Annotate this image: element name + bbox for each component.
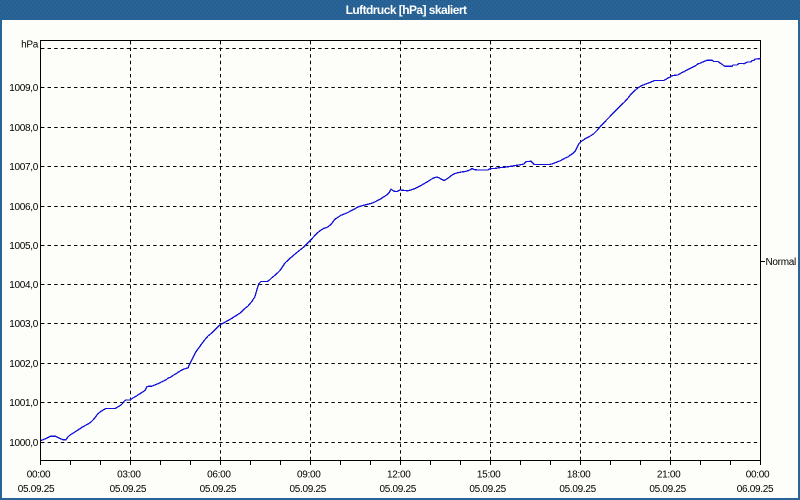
svg-text:Normal: Normal xyxy=(766,257,797,268)
svg-text:1007,0: 1007,0 xyxy=(9,162,39,173)
svg-text:03:00: 03:00 xyxy=(117,470,141,481)
svg-text:1009,0: 1009,0 xyxy=(9,83,39,94)
svg-text:18:00: 18:00 xyxy=(567,470,591,481)
svg-text:12:00: 12:00 xyxy=(387,470,411,481)
svg-text:05.09.25: 05.09.25 xyxy=(380,484,417,495)
svg-text:1000,0: 1000,0 xyxy=(9,438,39,449)
svg-text:05.09.25: 05.09.25 xyxy=(559,484,596,495)
svg-text:05.09.25: 05.09.25 xyxy=(200,484,237,495)
svg-text:21:00: 21:00 xyxy=(657,470,681,481)
svg-text:1002,0: 1002,0 xyxy=(9,359,39,370)
svg-text:15:00: 15:00 xyxy=(477,470,501,481)
svg-text:00:00: 00:00 xyxy=(27,470,51,481)
svg-text:1004,0: 1004,0 xyxy=(9,280,39,291)
svg-text:05.09.25: 05.09.25 xyxy=(18,484,55,495)
svg-text:05.09.25: 05.09.25 xyxy=(290,484,327,495)
svg-text:1008,0: 1008,0 xyxy=(9,123,39,134)
svg-text:1003,0: 1003,0 xyxy=(9,319,39,330)
svg-text:1006,0: 1006,0 xyxy=(9,202,39,213)
svg-text:06.09.25: 06.09.25 xyxy=(737,484,774,495)
svg-text:09:00: 09:00 xyxy=(297,470,321,481)
svg-text:hPa: hPa xyxy=(21,40,39,51)
svg-text:1005,0: 1005,0 xyxy=(9,241,39,252)
svg-text:06:00: 06:00 xyxy=(207,470,231,481)
svg-text:05.09.25: 05.09.25 xyxy=(110,484,147,495)
svg-text:1001,0: 1001,0 xyxy=(9,398,39,409)
svg-text:00:00: 00:00 xyxy=(746,470,770,481)
svg-text:05.09.25: 05.09.25 xyxy=(649,484,686,495)
svg-text:05.09.25: 05.09.25 xyxy=(469,484,506,495)
svg-text:Luftdruck [hPa] skaliert: Luftdruck [hPa] skaliert xyxy=(346,3,467,17)
